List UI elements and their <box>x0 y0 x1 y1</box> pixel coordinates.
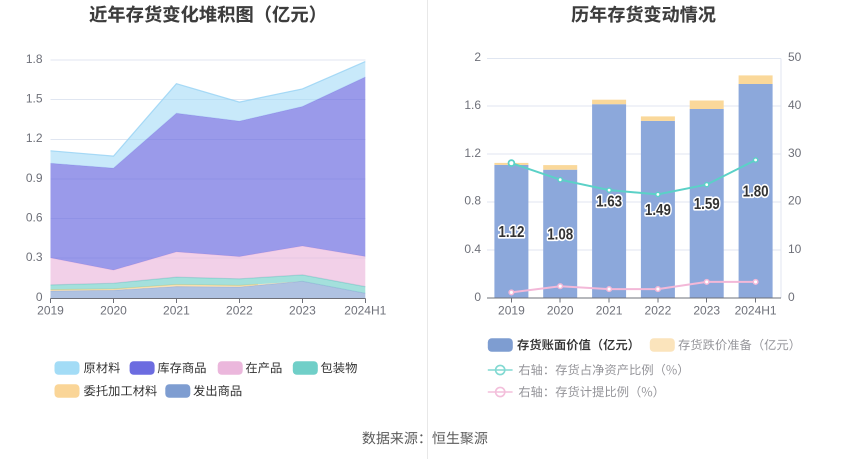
svg-text:1.59: 1.59 <box>694 196 720 213</box>
svg-text:0: 0 <box>36 290 43 304</box>
svg-text:30: 30 <box>788 146 802 160</box>
svg-text:50: 50 <box>788 50 802 64</box>
svg-text:0.8: 0.8 <box>464 194 481 208</box>
svg-text:0.6: 0.6 <box>26 211 43 225</box>
svg-text:1.8: 1.8 <box>26 52 43 66</box>
svg-text:20: 20 <box>788 194 802 208</box>
svg-text:1.5: 1.5 <box>26 92 43 106</box>
svg-text:2024H1: 2024H1 <box>735 303 777 317</box>
svg-text:40: 40 <box>788 98 802 112</box>
svg-text:2022: 2022 <box>226 303 253 317</box>
svg-text:0.4: 0.4 <box>464 242 481 256</box>
svg-text:1.49: 1.49 <box>645 202 671 219</box>
svg-text:1.80: 1.80 <box>743 184 769 201</box>
svg-text:2019: 2019 <box>498 303 525 317</box>
svg-text:2019: 2019 <box>37 303 64 317</box>
svg-text:2024H1: 2024H1 <box>344 303 386 317</box>
svg-text:2023: 2023 <box>289 303 316 317</box>
svg-text:2: 2 <box>474 50 481 64</box>
svg-text:2020: 2020 <box>547 303 574 317</box>
svg-text:1.6: 1.6 <box>464 98 481 112</box>
svg-text:2022: 2022 <box>645 303 672 317</box>
svg-text:0.9: 0.9 <box>26 171 43 185</box>
svg-text:1.12: 1.12 <box>498 224 524 241</box>
svg-text:10: 10 <box>788 242 802 256</box>
svg-text:1.2: 1.2 <box>464 146 481 160</box>
svg-text:2021: 2021 <box>596 303 623 317</box>
svg-text:0: 0 <box>788 290 795 304</box>
svg-text:1.2: 1.2 <box>26 131 43 145</box>
svg-text:2023: 2023 <box>693 303 720 317</box>
svg-text:2020: 2020 <box>100 303 127 317</box>
svg-text:0: 0 <box>474 290 481 304</box>
svg-text:2021: 2021 <box>163 303 190 317</box>
svg-text:1.08: 1.08 <box>547 226 573 243</box>
svg-text:0.3: 0.3 <box>26 250 43 264</box>
svg-text:1.63: 1.63 <box>596 194 622 211</box>
